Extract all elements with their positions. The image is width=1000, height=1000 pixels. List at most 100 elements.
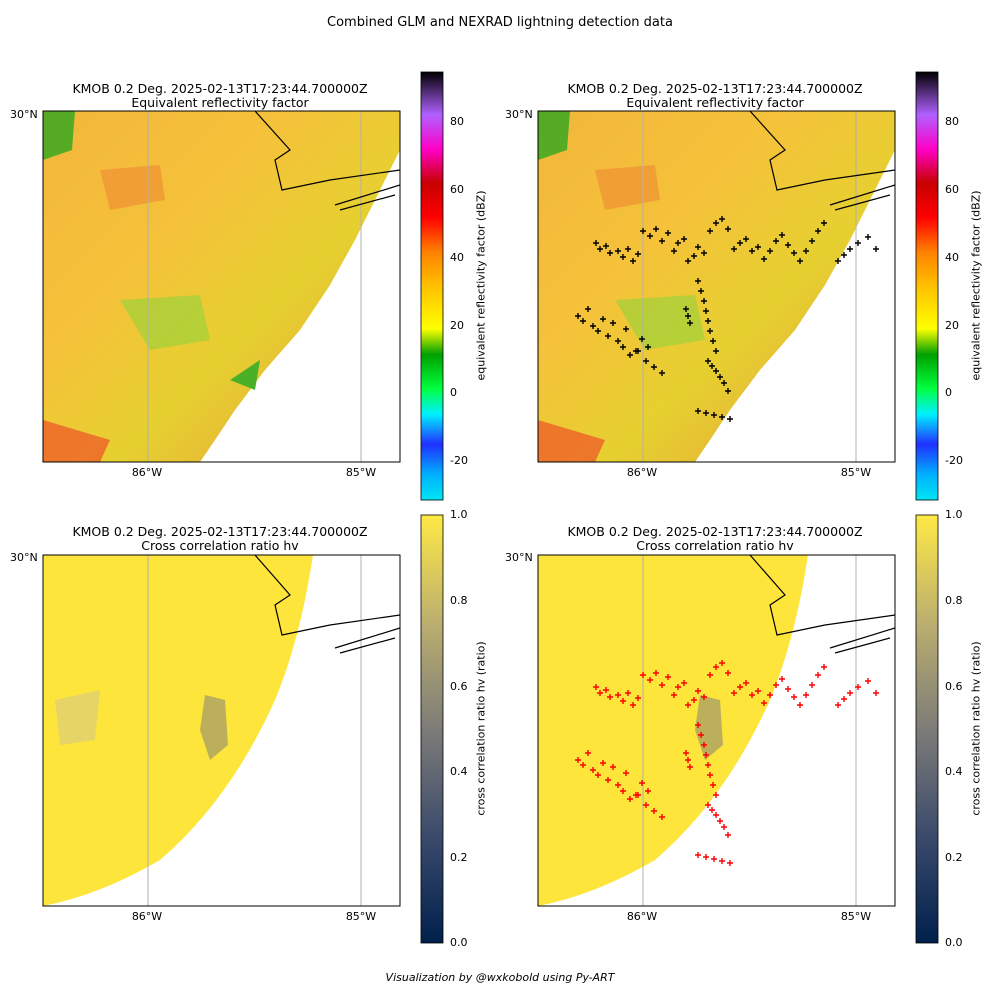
lightning-flash-marker [605, 777, 611, 783]
lightning-flash-marker [685, 258, 691, 264]
lightning-flash-marker [755, 688, 761, 694]
coastline [254, 555, 400, 636]
lightning-flash-marker [695, 244, 701, 250]
lightning-flash-marker [639, 336, 645, 342]
lightning-flash-marker [615, 692, 621, 698]
lightning-flash-marker [575, 313, 581, 319]
panel-subtitle: Cross correlation ratio hv [141, 538, 299, 553]
panel-title-line: KMOB 0.2 Deg. 2025-02-13T17:23:44.700000… [567, 524, 863, 539]
radar-echo-patch [695, 695, 723, 760]
lightning-flash-marker [685, 313, 691, 319]
lightning-flash-marker [803, 692, 809, 698]
lightning-flash-marker [711, 412, 717, 418]
colorbar-tick: 0.2 [450, 851, 468, 864]
lightning-flash-marker [873, 246, 879, 252]
lightning-flash-marker [623, 326, 629, 332]
lightning-flash-marker [709, 807, 715, 813]
plot-frame [537, 554, 896, 907]
lightning-flash-marker [625, 246, 631, 252]
panel-title-top-left: KMOB 0.2 Deg. 2025-02-13T17:23:44.700000… [10, 82, 430, 110]
lightning-flash-marker [749, 248, 755, 254]
lightning-flash-marker [855, 684, 861, 690]
lightning-flash-marker [640, 228, 646, 234]
lightning-flash-marker [695, 278, 701, 284]
lightning-flash-marker [815, 228, 821, 234]
colorbar-tick: 0 [945, 386, 952, 399]
lightning-flash-marker [767, 692, 773, 698]
radar-echo-patch [615, 295, 705, 350]
coastline [254, 111, 400, 191]
lightning-flash-marker [719, 660, 725, 666]
lightning-flash-marker [703, 410, 709, 416]
lightning-flash-marker [695, 408, 701, 414]
lightning-flashes [575, 660, 879, 866]
lightning-flash-marker [639, 780, 645, 786]
lightning-flash-marker [635, 792, 641, 798]
lightning-flash-marker [773, 238, 779, 244]
lightning-flash-marker [743, 236, 749, 242]
lightning-flash-marker [785, 686, 791, 692]
lightning-flash-marker [630, 258, 636, 264]
lightning-flash-marker [620, 344, 626, 350]
lightning-flash-marker [593, 684, 599, 690]
colorbar [420, 514, 444, 944]
lightning-flash-marker [797, 258, 803, 264]
lightning-flash-marker [737, 684, 743, 690]
lightning-flash-marker [687, 320, 693, 326]
lightning-flash-marker [671, 692, 677, 698]
lightning-flash-marker [705, 318, 711, 324]
radar-reflectivity-field [538, 111, 895, 462]
y-tick-label: 30°N [505, 551, 533, 564]
lightning-flash-marker [620, 254, 626, 260]
lightning-flash-marker [607, 694, 613, 700]
lightning-flash-marker [645, 788, 651, 794]
colorbar-tick: 20 [450, 319, 464, 332]
lightning-flash-marker [653, 670, 659, 676]
lightning-flash-marker [767, 248, 773, 254]
lightning-flash-marker [623, 770, 629, 776]
lightning-flash-marker [603, 243, 609, 249]
lightning-flash-marker [659, 238, 665, 244]
lightning-flash-marker [701, 298, 707, 304]
lightning-flash-marker [580, 318, 586, 324]
panel-subtitle: Equivalent reflectivity factor [626, 95, 804, 110]
lightning-flash-marker [683, 306, 689, 312]
lightning-flash-marker [821, 220, 827, 226]
colorbar-tick: 0.6 [450, 680, 468, 693]
lightning-flash-marker [607, 250, 613, 256]
lightning-flash-marker [710, 338, 716, 344]
lightning-flash-marker [855, 240, 861, 246]
lightning-flash-marker [873, 690, 879, 696]
colorbar-tick: 0.8 [450, 594, 468, 607]
radar-correlation-field [43, 555, 313, 906]
lightning-flash-marker [681, 680, 687, 686]
lightning-flash-marker [627, 352, 633, 358]
lightning-flash-marker [743, 680, 749, 686]
x-tick-label: 85°W [345, 910, 377, 923]
lightning-flash-marker [675, 240, 681, 246]
lightning-flash-marker [681, 236, 687, 242]
colorbar-tick: 40 [945, 251, 959, 264]
lightning-flash-marker [665, 674, 671, 680]
lightning-flash-marker [627, 796, 633, 802]
lightning-flash-marker [705, 762, 711, 768]
lightning-flash-marker [635, 348, 641, 354]
lightning-flash-marker [725, 832, 731, 838]
y-tick-label: 30°N [10, 551, 38, 564]
x-tick-label: 86°W [626, 910, 658, 923]
lightning-flash-marker [847, 690, 853, 696]
lightning-flash-marker [835, 702, 841, 708]
colorbar-tick: 0.4 [450, 765, 468, 778]
radar-echo-patch [538, 111, 570, 160]
lightning-flash-marker [713, 792, 719, 798]
lightning-flash-marker [707, 228, 713, 234]
lightning-flash-marker [643, 802, 649, 808]
lightning-flash-marker [717, 818, 723, 824]
radar-reflectivity-field [43, 111, 400, 462]
coastline [749, 111, 895, 191]
lightning-flash-marker [815, 672, 821, 678]
panel-title-line: KMOB 0.2 Deg. 2025-02-13T17:23:44.700000… [72, 81, 368, 96]
x-tick-label: 85°W [840, 910, 872, 923]
lightning-flash-marker [653, 226, 659, 232]
